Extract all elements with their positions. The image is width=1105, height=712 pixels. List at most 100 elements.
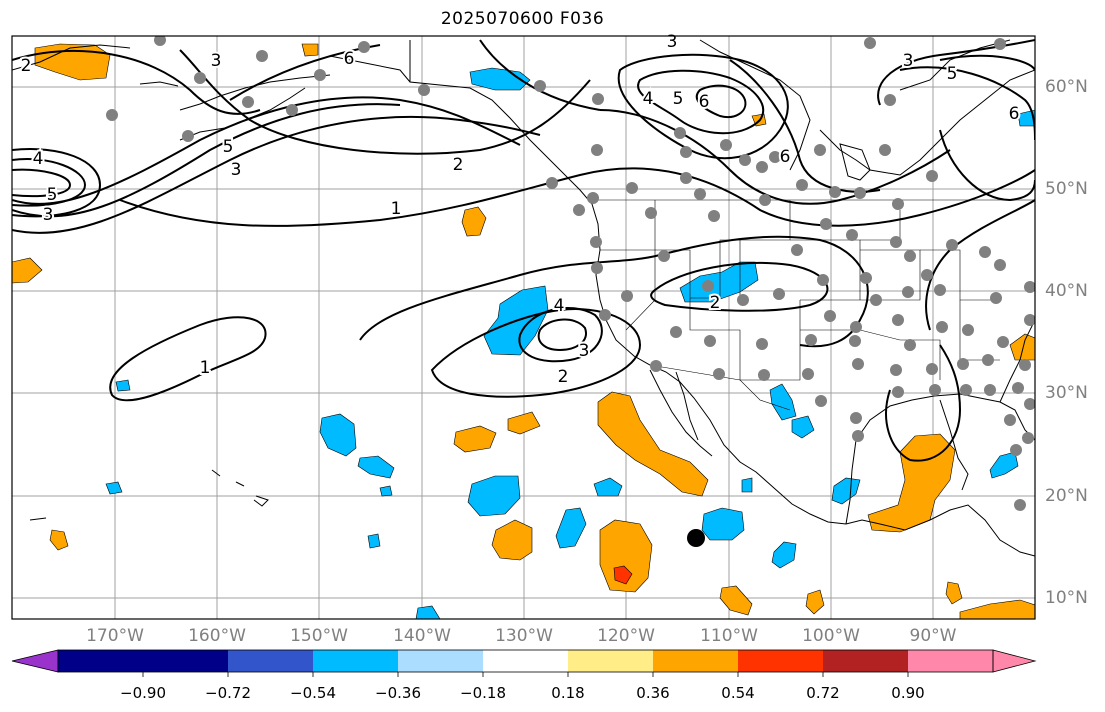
colorbar (11, 649, 1037, 677)
blue-region (357, 455, 395, 479)
contour-label: 4 (554, 296, 565, 316)
contour-label: 3 (903, 51, 914, 71)
lat-label: 40°N (1045, 281, 1088, 301)
orange-region (34, 43, 111, 81)
contour-label: 5 (223, 137, 234, 157)
colorbar-segment (58, 650, 143, 672)
contour-label: 5 (47, 185, 58, 205)
lon-label: 90°W (909, 626, 957, 646)
colorbar-segment (313, 650, 398, 672)
lon-label: 160°W (188, 626, 246, 646)
blue-region (367, 533, 381, 549)
map-title: 2025070600 F036 (440, 9, 605, 29)
orange-region (461, 206, 487, 237)
orange-region (49, 529, 69, 551)
lon-label: 110°W (700, 626, 758, 646)
lat-label: 20°N (1045, 486, 1088, 506)
contour-label: 1 (391, 199, 402, 219)
colorbar-tick-label: 0.18 (551, 684, 585, 702)
blue-region (469, 67, 531, 91)
orange-region (719, 585, 753, 616)
blue-region (593, 477, 623, 497)
lat-label: 10°N (1045, 588, 1088, 608)
contour-label: 4 (643, 89, 654, 109)
lon-label: 100°W (802, 626, 860, 646)
blue-region (379, 485, 393, 497)
lat-label: 50°N (1045, 179, 1088, 199)
colorbar-segment (908, 650, 993, 672)
orange-region (12, 257, 43, 284)
blue-region (831, 477, 861, 505)
contour-label: 5 (673, 89, 684, 109)
contour-label: 3 (667, 32, 678, 52)
colorbar-segment (653, 650, 738, 672)
contour-label: 6 (699, 92, 710, 112)
orange-region (959, 599, 1035, 619)
orange-region (945, 581, 963, 605)
orange-region (599, 519, 653, 593)
blue-region (105, 481, 123, 495)
colorbar-segment (568, 650, 653, 672)
lat-label: 30°N (1045, 383, 1088, 403)
orange-region (597, 391, 709, 497)
contour-label: 2 (710, 293, 721, 313)
lon-label: 150°W (290, 626, 348, 646)
colorbar-extend-low (11, 649, 59, 673)
orange-region (453, 425, 497, 453)
colorbar-tick-label: −0.36 (375, 684, 421, 702)
colorbar-tick-label: 0.72 (806, 684, 840, 702)
lon-label: 130°W (495, 626, 553, 646)
blue-region (1017, 109, 1035, 127)
contour-label: 3 (43, 205, 54, 225)
map-frame (11, 35, 1036, 620)
orange-region (301, 43, 319, 57)
colorbar-tick-label: −0.54 (290, 684, 336, 702)
blue-region (679, 261, 759, 303)
blue-region (467, 475, 521, 517)
lon-label: 170°W (86, 626, 144, 646)
marker-dot (687, 529, 705, 547)
blue-region (701, 507, 745, 541)
contour-label: 6 (780, 147, 791, 167)
contour-lines (12, 39, 1035, 462)
colorbar-tick-label: −0.72 (205, 684, 251, 702)
orange-region (507, 411, 541, 435)
anomaly-fills (12, 43, 1035, 619)
colorbar-segment (738, 650, 823, 672)
map-panel: 2 3 6 3 4 5 3 5 3 1 2 1 4 3 2 2 4 5 6 6 … (11, 30, 1036, 620)
contour-label: 4 (33, 149, 44, 169)
blue-region (555, 507, 587, 549)
blue-region (415, 605, 441, 619)
contour-label: 2 (21, 56, 32, 76)
contour-label: 1 (200, 358, 211, 378)
contour-label: 6 (344, 49, 355, 69)
blue-region (791, 415, 815, 439)
contour-label: 6 (1009, 104, 1020, 124)
colorbar-tick-label: −0.90 (120, 684, 166, 702)
orange-region (1009, 333, 1035, 361)
colorbar-tick-label: 0.90 (891, 684, 925, 702)
contour-label: 3 (211, 51, 222, 71)
contour-label: 5 (947, 64, 958, 84)
contour-label: 3 (579, 341, 590, 361)
colorbar-segment (823, 650, 908, 672)
colorbar-tick-label: 0.54 (721, 684, 755, 702)
colorbar-segment (143, 650, 228, 672)
colorbar-segment (483, 650, 568, 672)
coastlines (12, 39, 1035, 557)
blue-region (319, 413, 357, 457)
red-core (613, 565, 633, 585)
lon-label: 140°W (393, 626, 451, 646)
orange-region (805, 589, 825, 615)
contour-label: 2 (453, 155, 464, 175)
lat-label: 60°N (1045, 77, 1088, 97)
colorbar-tick-label: −0.18 (460, 684, 506, 702)
lon-label: 120°W (597, 626, 655, 646)
contour-label: 3 (231, 160, 242, 180)
contour-label-group: 2 3 6 3 4 5 3 5 3 1 2 1 4 3 2 2 4 5 6 6 … (19, 30, 1022, 389)
blue-region (771, 541, 797, 569)
blue-region (741, 477, 753, 493)
station-dots (106, 36, 1035, 511)
blue-region (989, 451, 1019, 479)
blue-region (115, 379, 131, 392)
